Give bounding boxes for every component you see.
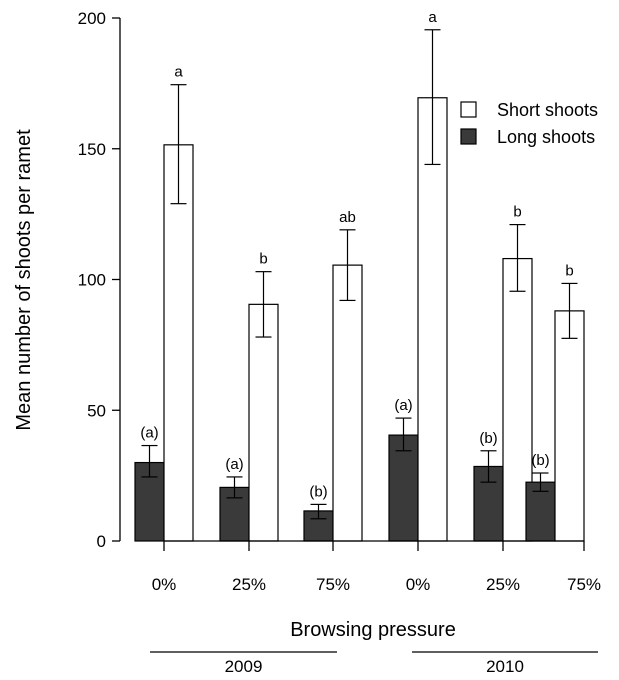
- long-shoots-significance-label: (a): [140, 425, 158, 442]
- x-tick-label: 0%: [406, 575, 431, 594]
- short-shoots-significance-label: a: [174, 64, 183, 81]
- legend-swatch-short-shoots: [460, 101, 477, 118]
- y-axis-title: Mean number of shoots per ramet: [13, 129, 35, 431]
- y-tick-label: 200: [78, 9, 106, 28]
- legend-label-short-shoots: Short shoots: [497, 100, 598, 120]
- y-tick-label: 0: [97, 532, 106, 551]
- x-tick-label: 75%: [316, 575, 350, 594]
- short-shoots-bar: [554, 310, 585, 542]
- x-axis-title: Browsing pressure: [290, 619, 456, 641]
- year-group-label: 2010: [486, 657, 524, 676]
- legend: Short shoots Long shoots: [460, 100, 598, 147]
- short-shoots-significance-label: ab: [339, 209, 356, 226]
- plot-area: (a) a (a) b (b) ab (a) a (b) b (b) b: [134, 9, 585, 542]
- y-tick-label: 50: [87, 401, 106, 420]
- x-axis: 0% 25% 75% 0% 25% 75%: [152, 540, 601, 594]
- long-shoots-significance-label: (b): [479, 430, 497, 447]
- y-axis: 0 50 100 150 200: [78, 9, 121, 551]
- short-shoots-significance-label: b: [259, 251, 267, 268]
- legend-label-long-shoots: Long shoots: [497, 127, 595, 147]
- short-shoots-bar: [248, 303, 279, 542]
- short-shoots-significance-label: b: [565, 262, 573, 279]
- x-tick-label: 0%: [152, 575, 177, 594]
- x-tick-label: 75%: [567, 575, 601, 594]
- year-groups: 2009 2010: [150, 651, 598, 676]
- y-tick-label: 100: [78, 271, 106, 290]
- year-group-label: 2009: [225, 657, 263, 676]
- long-shoots-significance-label: (a): [225, 456, 243, 473]
- long-shoots-significance-label: (b): [309, 483, 327, 500]
- short-shoots-bar: [332, 264, 363, 542]
- long-shoots-significance-label: (a): [394, 397, 412, 414]
- short-shoots-significance-label: a: [428, 9, 437, 26]
- x-tick-label: 25%: [232, 575, 266, 594]
- long-shoots-significance-label: (b): [531, 452, 549, 469]
- short-shoots-significance-label: b: [513, 204, 521, 221]
- x-tick-label: 25%: [486, 575, 520, 594]
- legend-swatch-long-shoots: [460, 128, 477, 145]
- y-tick-label: 150: [78, 140, 106, 159]
